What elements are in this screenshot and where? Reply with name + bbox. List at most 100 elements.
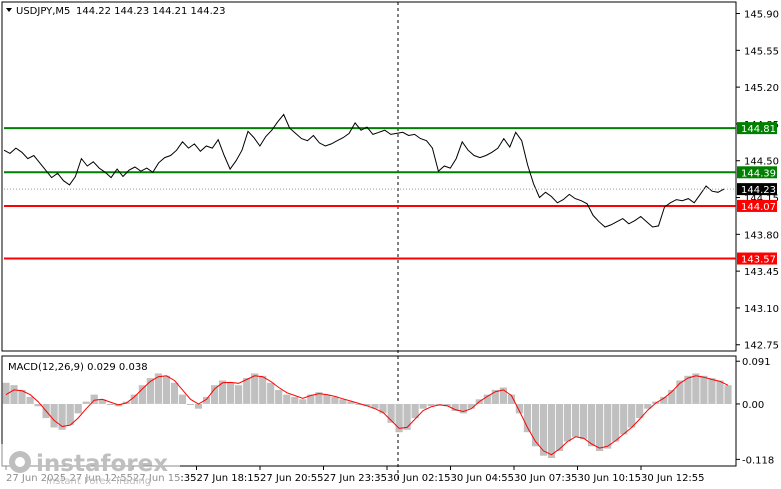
time-tick-label: 30 Jun 04:55 (451, 473, 515, 484)
time-tick-label: 30 Jun 12:55 (641, 473, 705, 484)
macd-bar (347, 401, 355, 404)
macd-bar (379, 404, 387, 414)
macd-bar (676, 380, 684, 404)
macd-y-axis: 0.091 0.00 -0.118 (736, 357, 774, 466)
macd-bar (211, 385, 219, 404)
macd-bar (74, 404, 82, 414)
macd-bar (355, 404, 363, 405)
macd-bar (34, 404, 42, 407)
level-price-label: 144.81 (741, 124, 776, 135)
macd-bar (708, 378, 716, 404)
logo-mark-icon (9, 451, 31, 473)
price-line (3, 113, 725, 228)
macd-bar (170, 382, 179, 404)
macd-bar (491, 389, 499, 404)
macd-tick-label: 0.00 (742, 400, 764, 411)
macd-bar (146, 378, 154, 404)
macd-bar (596, 404, 604, 451)
level-price-box (737, 199, 777, 212)
macd-bar (700, 375, 708, 404)
macd-bar (539, 404, 548, 456)
macd-bar (523, 404, 531, 433)
macd-bar (26, 396, 34, 404)
price-panel-frame (1, 1, 737, 352)
macd-bar (202, 396, 211, 404)
macd-bar (138, 385, 146, 404)
macd-bar (251, 373, 259, 404)
macd-bar (612, 404, 620, 442)
macd-bar (403, 404, 411, 430)
price-tick-label: 145.55 (744, 46, 779, 57)
macd-label: MACD(12,26,9) 0.029 0.038 (8, 362, 148, 373)
current-price-box (737, 183, 777, 196)
instaforex-logo: instaforex Instant Forex Trading (0, 444, 180, 489)
logo-tagline-text: Instant Forex Trading (46, 476, 151, 487)
macd-bar (90, 394, 98, 404)
macd-bar (451, 404, 459, 411)
macd-tick-label: 0.091 (742, 357, 771, 368)
macd-signal-line (5, 375, 729, 456)
level-price-label: 144.07 (741, 202, 776, 213)
level-price-box (737, 252, 777, 265)
time-tick-label: 30 Jun 02:15 (387, 473, 451, 484)
level-price-label: 143.57 (741, 255, 776, 266)
ohlc-label: 144.22 144.23 144.21 144.23 (76, 6, 226, 17)
symbol-label: USDJPY,M5 (16, 6, 70, 17)
macd-bar (563, 404, 572, 442)
macd-bar (227, 382, 235, 404)
time-tick-label: 30 Jun 10:15 (578, 473, 642, 484)
macd-bar (499, 387, 507, 404)
macd-bar (724, 385, 732, 404)
logo-brand-text: instaforex (36, 451, 168, 477)
price-tick-label: 145.90 (744, 10, 779, 21)
macd-bar (668, 389, 676, 404)
macd-tick-label: -0.118 (742, 455, 774, 466)
price-y-axis: 145.90145.55145.20144.85144.50144.15143.… (736, 10, 779, 352)
macd-bar (419, 404, 427, 409)
price-line-group (3, 113, 725, 228)
macd-bar (2, 382, 10, 404)
macd-bar (339, 399, 347, 404)
level-price-label: 144.39 (741, 168, 776, 179)
macd-bar (547, 404, 556, 458)
macd-bar (555, 404, 564, 451)
macd-bar (82, 401, 90, 404)
macd-bar (243, 378, 251, 404)
macd-bar (531, 404, 540, 447)
macd-signal-group (5, 375, 729, 456)
dropdown-triangle-icon[interactable] (6, 8, 12, 12)
macd-bar (66, 404, 74, 426)
macd-bar (628, 404, 636, 428)
time-tick-label: 27 Jun 20:55 (260, 473, 324, 484)
macd-bar (580, 404, 588, 440)
macd-bar (443, 404, 451, 407)
macd-bar (644, 404, 652, 409)
macd-bar (219, 380, 227, 404)
time-tick-label: 27 Jun 23:35 (324, 473, 388, 484)
macd-bar (18, 389, 26, 404)
macd-bar (692, 373, 700, 404)
macd-bar (315, 392, 323, 404)
macd-bar (716, 380, 724, 404)
macd-bar (275, 389, 283, 404)
macd-bar (371, 404, 379, 409)
macd-bar (154, 373, 162, 404)
macd-bar (620, 404, 628, 435)
price-levels: 144.81 144.39 144.07 143.57 (4, 122, 777, 266)
macd-bar (10, 385, 18, 404)
macd-bar (58, 404, 66, 430)
macd-bar (427, 404, 435, 407)
macd-bar (162, 375, 170, 404)
macd-bar (267, 382, 275, 404)
macd-bar (194, 404, 203, 409)
macd-bar (98, 399, 106, 404)
macd-bar (660, 396, 668, 404)
macd-bar (588, 404, 596, 447)
macd-bar (178, 394, 187, 404)
macd-bar (572, 404, 580, 437)
macd-bar (604, 404, 612, 449)
macd-bar (515, 404, 523, 414)
macd-bar (291, 396, 299, 404)
price-tick-label: 143.80 (744, 230, 779, 241)
